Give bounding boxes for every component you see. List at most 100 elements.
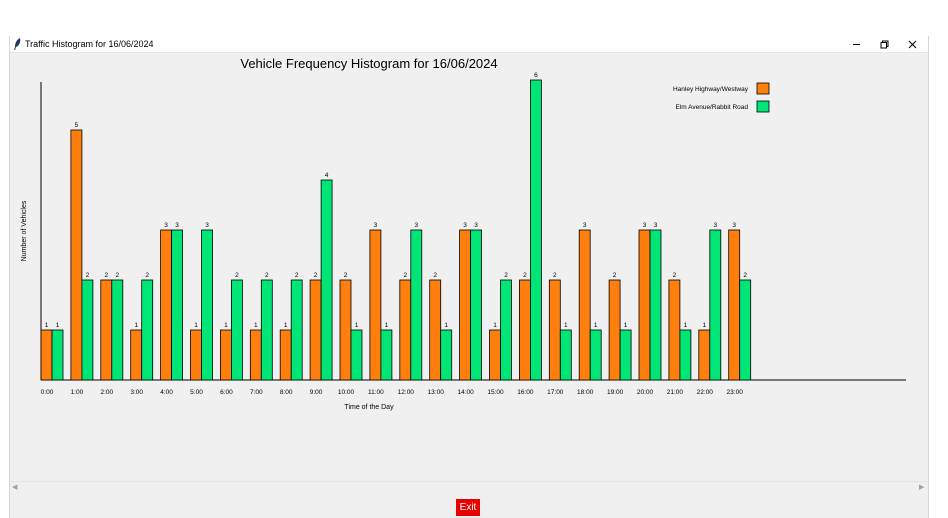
legend: Hanley Highway/Westway Elm Avenue/Rabbit …	[673, 82, 770, 113]
data-label: 3	[164, 222, 168, 229]
legend-swatch	[756, 100, 770, 113]
data-label: 3	[732, 222, 736, 229]
bar-hanley-14	[459, 229, 472, 381]
bar-hanley-3	[130, 329, 143, 381]
x-tick-label: 0:00	[41, 389, 54, 396]
title-bar[interactable]: Traffic Histogram for 16/06/2024	[10, 36, 928, 53]
data-label: 2	[235, 272, 239, 279]
data-label: 2	[504, 272, 508, 279]
legend-swatch	[756, 82, 770, 95]
minimize-button[interactable]	[842, 36, 870, 52]
legend-label: Elm Avenue/Rabbit Road	[675, 104, 748, 111]
bar-elm-13	[440, 329, 453, 381]
data-label: 1	[385, 322, 389, 329]
x-tick-label: 21:00	[667, 389, 684, 396]
bar-hanley-9	[309, 279, 322, 381]
close-button[interactable]	[898, 36, 926, 52]
data-label: 1	[684, 322, 688, 329]
data-label: 2	[314, 272, 318, 279]
data-label: 2	[104, 272, 108, 279]
x-tick-label: 10:00	[338, 389, 355, 396]
bar-elm-1	[81, 279, 94, 381]
data-label: 1	[594, 322, 598, 329]
data-label: 6	[534, 72, 538, 79]
data-label: 3	[374, 222, 378, 229]
bar-elm-11	[380, 329, 393, 381]
x-tick-label: 8:00	[280, 389, 293, 396]
bar-hanley-18	[578, 229, 591, 381]
bar-elm-8	[290, 279, 303, 381]
bar-elm-0	[51, 329, 64, 381]
data-label: 2	[743, 272, 747, 279]
bar-hanley-4	[160, 229, 173, 381]
legend-label: Hanley Highway/Westway	[673, 86, 749, 93]
data-label: 1	[564, 322, 568, 329]
x-tick-label: 1:00	[71, 389, 84, 396]
data-label: 4	[325, 172, 329, 179]
chart-title: Vehicle Frequency Histogram for 16/06/20…	[240, 56, 497, 71]
scroll-right-icon[interactable]: ▶	[919, 484, 925, 491]
data-label: 2	[553, 272, 557, 279]
data-label: 3	[643, 222, 647, 229]
data-label: 1	[134, 322, 138, 329]
minimize-icon	[852, 43, 860, 45]
restore-button[interactable]	[870, 36, 898, 52]
data-label: 2	[86, 272, 90, 279]
x-tick-label: 17:00	[547, 389, 564, 396]
bar-hanley-5	[190, 329, 202, 381]
bar-hanley-22	[698, 329, 711, 381]
data-label: 2	[613, 272, 617, 279]
bar-elm-3	[141, 279, 154, 381]
x-tick-label: 5:00	[190, 389, 203, 396]
bar-hanley-15	[489, 329, 501, 381]
x-tick-label: 6:00	[220, 389, 233, 396]
y-axis-label: Number of Vehicles	[21, 200, 28, 261]
data-label: 3	[583, 222, 587, 229]
bar-elm-7	[260, 279, 273, 381]
bar-elm-14	[470, 229, 483, 381]
horizontal-scrollbar[interactable]	[10, 481, 928, 482]
bar-elm-2	[111, 279, 124, 381]
x-tick-label: 4:00	[160, 389, 173, 396]
bar-elm-20	[649, 229, 662, 381]
data-label: 1	[493, 322, 497, 329]
data-label: 1	[444, 322, 448, 329]
bar-elm-23	[739, 279, 752, 381]
window-title: Traffic Histogram for 16/06/2024	[25, 39, 154, 49]
bar-elm-18	[589, 329, 602, 381]
bar-hanley-1	[70, 129, 83, 381]
data-label: 1	[194, 322, 198, 329]
data-label: 1	[355, 322, 359, 329]
data-label: 3	[474, 222, 478, 229]
bar-hanley-0	[40, 329, 53, 381]
exit-button[interactable]: Exit	[456, 499, 480, 516]
data-label: 2	[403, 272, 407, 279]
data-label: 2	[265, 272, 269, 279]
x-tick-label: 11:00	[368, 389, 384, 396]
data-label: 2	[673, 272, 677, 279]
bar-hanley-19	[608, 279, 621, 381]
data-label: 2	[145, 272, 149, 279]
bar-hanley-12	[399, 279, 412, 381]
x-tick-label: 18:00	[577, 389, 594, 396]
bar-elm-19	[619, 329, 632, 381]
data-label: 2	[523, 272, 527, 279]
bar-elm-12	[410, 229, 423, 381]
bar-hanley-10	[339, 279, 352, 381]
x-tick-label: 9:00	[310, 389, 323, 396]
x-tick-label: 14:00	[457, 389, 474, 396]
bar-hanley-2	[100, 279, 113, 381]
data-label: 3	[414, 222, 418, 229]
bar-hanley-20	[638, 229, 651, 381]
scroll-left-icon[interactable]: ◀	[12, 484, 18, 491]
data-label: 3	[175, 222, 179, 229]
data-label: 1	[56, 322, 60, 329]
bar-elm-15	[500, 279, 512, 381]
data-label: 5	[75, 122, 79, 129]
bar-elm-10	[350, 329, 363, 381]
bar-hanley-23	[728, 229, 741, 381]
bar-elm-9	[320, 179, 333, 381]
x-tick-label: 7:00	[250, 389, 263, 396]
bar-hanley-6	[219, 329, 232, 381]
x-tick-label: 12:00	[398, 389, 415, 396]
